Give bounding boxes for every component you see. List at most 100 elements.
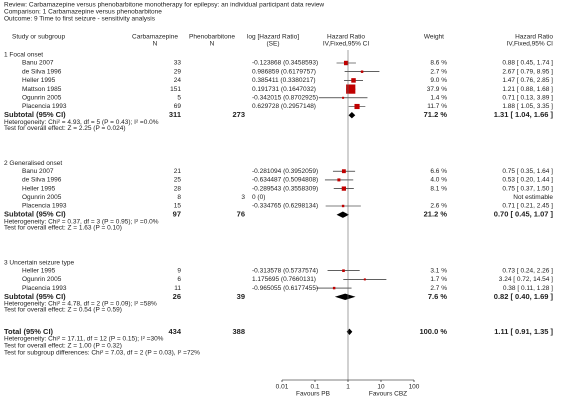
effect: 0.70 [ 0.45, 1.07 ] [494,210,554,219]
square [342,269,345,273]
col-header: Weight [424,34,444,41]
log-se: -0.281094 (0.3952059) [252,168,318,175]
heterogeneity: Heterogeneity: Chi² = 4.93, df = 5 (P = … [4,119,159,126]
n-exp: 28 [174,185,182,192]
n-exp: 33 [174,60,182,67]
n-exp: 11 [174,285,181,292]
effect: 0.82 [ 0.40, 1.69 ] [494,292,554,301]
weight: 7.6 % [428,292,448,301]
study-name: Subtotal (95% CI) [4,110,66,119]
comparison: Comparison: 1 Carbamazepine versus pheno… [4,9,162,16]
n-exp: 25 [174,177,182,184]
effect: 1.21 [ 0.88, 1.68 ] [502,86,553,93]
weight: 4.0 % [430,177,447,184]
study-name: Placencia 1993 [22,203,67,210]
n-ctrl: 273 [232,110,245,119]
weight: 1.4 % [430,95,447,102]
log-se: -0.634487 (0.5094808) [252,177,318,184]
effect: 0.73 [ 0.24, 2.26 ] [502,267,553,274]
square [351,78,356,83]
effect: 3.24 [ 0.72, 14.54 ] [499,276,553,283]
study-name: Heller 1995 [22,185,56,192]
effect: 0.38 [ 0.11, 1.28 ] [503,285,553,292]
diamond [348,112,356,119]
weight: 8.1 % [430,185,447,192]
effect: 1.88 [ 1.05, 3.35 ] [502,103,553,110]
group-title: 1 Focal onset [4,52,43,59]
group-title: 2 Generalised onset [4,160,62,167]
col-header: N [153,41,158,48]
n-ctrl: 388 [232,327,245,336]
study-name: Placencia 1993 [22,285,67,292]
overall-test: Test for overall effect: Z = 1.63 (P = 0… [4,224,122,231]
study-name: Subtotal (95% CI) [4,210,66,219]
log-se: -0.289543 (0.3558309) [252,185,318,192]
overall-test: Test for overall effect: Z = 1.00 (P = 0… [4,343,122,350]
n-exp: 311 [169,110,181,119]
col-header: Hazard Ratio [327,34,365,41]
study-name: Ogunrin 2005 [22,95,62,102]
overall-test: Test for overall effect: Z = 0.54 (P = 0… [4,307,122,314]
n-exp: 69 [174,103,182,110]
col-header: Phenobarbitone [189,34,235,41]
overall-test: Test for overall effect: Z = 2.25 (P = 0… [4,125,126,132]
effect: 0.88 [ 0.45, 1.74 ] [502,60,553,67]
heterogeneity: Heterogeneity: Chi² = 17.11, df = 12 (P … [4,336,164,343]
weight: 2.7 % [430,68,447,75]
effect: Not estimable [513,194,553,201]
effect: 1.31 [ 1.04, 1.66 ] [494,110,554,119]
study-name: Ogunrin 2005 [22,194,62,201]
x-tick-label: 10 [377,384,385,391]
n-exp: 97 [173,210,181,219]
effect: 1.47 [ 0.76, 2.85 ] [502,77,553,84]
n-exp: 8 [177,194,181,201]
n-exp: 24 [174,77,182,84]
study-name: Mattson 1985 [22,86,62,93]
outcome: Outcome: 9 Time to first seizure - sensi… [4,16,156,23]
n-exp: 9 [177,267,181,274]
n-ctrl: 76 [237,210,245,219]
x-tick-label: 0.01 [276,384,289,391]
square [354,103,360,110]
col-header: N [210,41,215,48]
col-header: (SE) [267,41,280,48]
diamond [346,328,353,335]
n-exp: 26 [173,292,181,301]
weight: 11.7 % [427,103,447,110]
weight: 71.2 % [424,110,448,119]
square [341,204,345,208]
effect: 1.11 [ 0.91, 1.35 ] [494,327,553,336]
log-se: 1.175695 (0.7660131) [252,276,316,283]
log-se: -0.965055 (0.6177455) [252,285,318,292]
log-se: -0.342015 (0.8702925) [252,95,318,102]
diamond [336,211,349,218]
col-header: Study or subgroup [12,34,66,41]
diamond [334,293,356,300]
weight: 8.6 % [430,60,447,67]
n-exp: 21 [174,168,182,175]
col-header: log [Hazard Ratio] [247,34,299,41]
study-name: Heller 1995 [22,267,56,274]
study-name: Banu 2007 [22,60,54,67]
effect: 0.71 [ 0.21, 2.45 ] [502,203,553,210]
n-exp: 434 [168,327,181,336]
n-exp: 29 [174,68,182,75]
favours-left: Favours PB [296,391,330,398]
review: Review: Carbamazepine versus phenobarbit… [4,2,324,9]
weight: 3.1 % [430,267,447,274]
study-name: Total (95% CI) [4,327,54,336]
log-se: -0.123868 (0.3458593) [252,60,318,67]
effect: 0.75 [ 0.35, 1.64 ] [502,168,553,175]
study-name: de Silva 1996 [22,68,62,75]
square [363,278,366,281]
study-name: Placencia 1993 [22,103,67,110]
n-ctrl: 3 [241,194,245,201]
study-name: Ogunrin 2005 [22,276,62,283]
weight: 100.0 % [419,327,447,336]
square [346,84,356,94]
effect: 2.67 [ 0.79, 8.95 ] [502,68,553,75]
col-header: IV,Fixed,95% CI [323,41,370,48]
log-se: -0.334765 (0.6298134) [252,203,318,210]
n-ctrl: 39 [237,292,245,301]
